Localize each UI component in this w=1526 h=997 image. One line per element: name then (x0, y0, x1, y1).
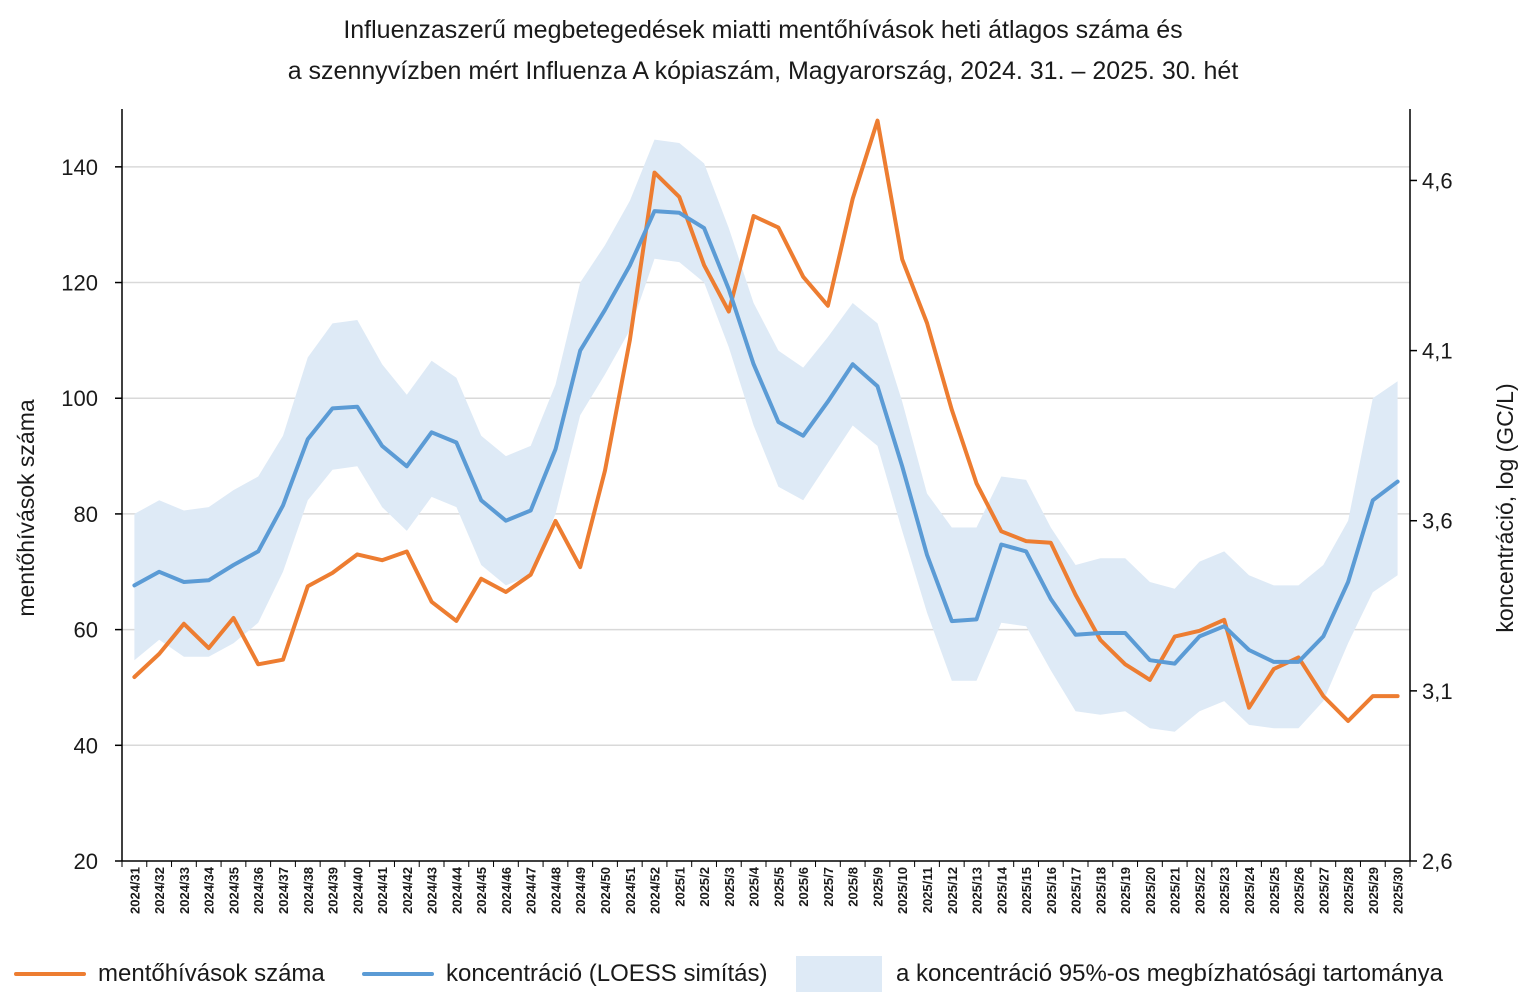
y-tick-label: 140 (61, 155, 98, 180)
x-tick-label: 2024/35 (227, 867, 242, 914)
chart-title-line-2: a szennyvízben mért Influenza A kópiaszá… (287, 57, 1239, 85)
legend: mentőhívások száma koncentráció (LOESS s… (0, 952, 1526, 996)
y-axis-title: mentőhívások száma (13, 399, 39, 617)
x-tick-label: 2024/39 (326, 867, 341, 914)
x-tick-label: 2024/38 (301, 867, 316, 914)
x-tick-label: 2025/18 (1093, 867, 1108, 914)
x-tick-label: 2025/20 (1143, 867, 1158, 914)
x-tick-label: 2024/33 (177, 867, 192, 914)
x-tick-label: 2024/37 (276, 867, 291, 914)
x-tick-label: 2025/21 (1168, 867, 1183, 914)
x-tick-label: 2025/8 (846, 867, 861, 907)
x-tick-label: 2024/31 (127, 867, 142, 914)
x-tick-label: 2025/13 (970, 867, 985, 914)
x-tick-label: 2025/1 (672, 867, 687, 907)
legend-label-loess: koncentráció (LOESS simítás) (446, 960, 768, 987)
confidence-band (134, 139, 1398, 732)
x-tick-label: 2024/32 (152, 867, 167, 914)
legend-label-band: a koncentráció 95%-os megbízhatósági tar… (896, 960, 1443, 987)
x-tick-label: 2025/27 (1316, 867, 1331, 914)
x-tick-label: 2024/51 (623, 867, 638, 914)
x-tick-label: 2025/3 (722, 867, 737, 907)
x-tick-label: 2025/24 (1242, 866, 1257, 914)
x-tick-label: 2024/44 (449, 866, 464, 914)
series-line-calls (132, 118, 1400, 723)
y-tick-label: 80 (74, 502, 98, 527)
x-tick-label: 2024/34 (202, 866, 217, 914)
confidence-band-layer (134, 139, 1398, 732)
legend-label-calls: mentőhívások száma (98, 960, 325, 987)
y2-tick-label: 2,6 (1422, 849, 1453, 874)
axis-labels: mentőhívások száma koncentráció, log (GC… (13, 383, 1518, 632)
series-lines (132, 118, 1400, 723)
x-tick-label: 2025/6 (796, 867, 811, 907)
y2-tick-label: 4,6 (1422, 168, 1453, 193)
x-tick-label: 2024/50 (598, 867, 613, 914)
y-tick-label: 100 (61, 386, 98, 411)
x-tick-label: 2025/22 (1193, 867, 1208, 914)
y2-tick-label: 3,6 (1422, 509, 1453, 534)
x-tick-label: 2025/14 (994, 866, 1009, 914)
x-tick-label: 2025/7 (821, 867, 836, 907)
gridlines (122, 166, 1410, 747)
x-tick-label: 2025/16 (1044, 867, 1059, 914)
x-tick-label: 2025/11 (920, 867, 935, 913)
x-tick-label: 2025/29 (1366, 867, 1381, 914)
y-tick-label: 20 (74, 849, 98, 874)
series-line-concentration (132, 209, 1400, 666)
chart-plot: 20 40 60 80 100 120 140 2,6 3,1 3,6 4,1 4,6 2024/31 2… (13, 109, 1518, 914)
y-tick-label: 40 (74, 733, 98, 758)
x-tick-label: 2025/4 (747, 866, 762, 907)
x-tick-label: 2024/40 (350, 867, 365, 914)
x-tick-label: 2024/49 (573, 867, 588, 914)
x-tick-label: 2025/9 (871, 867, 886, 907)
x-tick-label: 2025/26 (1292, 867, 1307, 914)
x-tick-label: 2024/41 (375, 867, 390, 914)
legend-swatch-calls (14, 972, 86, 976)
x-tick-label: 2025/28 (1341, 867, 1356, 914)
chart-title-line-1: Influenzaszerű megbetegedések miatti men… (343, 16, 1183, 44)
x-tick-label: 2024/52 (648, 867, 663, 914)
y2-axis-title: koncentráció, log (GC/L) (1492, 383, 1518, 632)
x-tick-label: 2025/10 (895, 867, 910, 914)
x-tick-label: 2024/47 (524, 867, 539, 914)
x-tick-label: 2024/36 (251, 867, 266, 914)
x-tick-label: 2025/5 (771, 867, 786, 907)
legend-item-band: a koncentráció 95%-os megbízhatósági tar… (796, 952, 1443, 996)
x-tick-label: 2025/19 (1118, 867, 1133, 914)
x-tick-label: 2024/42 (400, 867, 415, 914)
legend-swatch-loess (362, 972, 434, 976)
x-tick-label: 2025/15 (1019, 867, 1034, 914)
x-tick-label: 2024/46 (499, 867, 514, 914)
y2-tick-label: 3,1 (1422, 679, 1453, 704)
y2-tick-label: 4,1 (1422, 339, 1453, 364)
y-tick-label: 60 (74, 618, 98, 643)
legend-swatch-band (796, 956, 882, 992)
x-tick-label: 2025/12 (945, 867, 960, 914)
axes: 20 40 60 80 100 120 140 2,6 3,1 3,6 4,1 4,6 2024/31 2… (61, 109, 1453, 914)
x-tick-label: 2025/25 (1267, 867, 1282, 914)
x-tick-label: 2025/17 (1069, 867, 1084, 914)
y-tick-label: 120 (61, 271, 98, 296)
x-tick-label: 2025/30 (1391, 867, 1406, 914)
legend-item-calls: mentőhívások száma (14, 952, 325, 996)
legend-item-loess: koncentráció (LOESS simítás) (362, 952, 767, 996)
x-tick-label: 2025/2 (697, 867, 712, 907)
x-tick-label: 2024/43 (425, 867, 440, 914)
x-tick-label: 2024/45 (474, 867, 489, 914)
x-tick-label: 2024/48 (549, 867, 564, 914)
x-tick-label: 2025/23 (1217, 867, 1232, 914)
